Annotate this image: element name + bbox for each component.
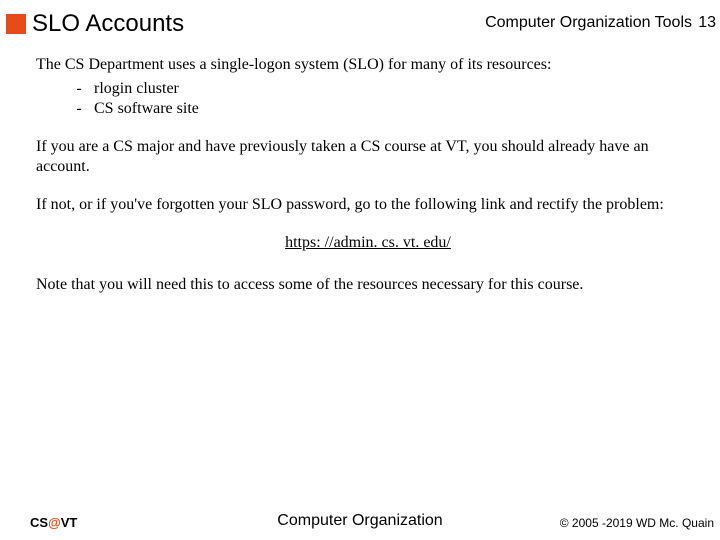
header: SLO Accounts Computer Organization Tools… (0, 8, 720, 48)
slo-admin-link[interactable]: https: //admin. cs. vt. edu/ (285, 234, 451, 251)
paragraph: If you are a CS major and have previousl… (36, 137, 700, 177)
dash-icon: - (74, 79, 84, 99)
page-number: 13 (698, 14, 716, 32)
list-item: - rlogin cluster (74, 79, 700, 99)
slide: SLO Accounts Computer Organization Tools… (0, 0, 720, 540)
footer-copyright: © 2005 -2019 WD Mc. Quain (560, 516, 714, 530)
paragraph: If not, or if you've forgotten your SLO … (36, 195, 700, 215)
content-area: The CS Department uses a single-logon sy… (36, 55, 700, 313)
footer: CS@VT Computer Organization © 2005 -2019… (0, 506, 720, 530)
paragraph: Note that you will need this to access s… (36, 275, 700, 295)
footer-left: CS@VT (30, 515, 77, 530)
bullet-list: - rlogin cluster - CS software site (74, 79, 700, 119)
bullet-text: CS software site (94, 99, 199, 119)
link-line: https: //admin. cs. vt. edu/ (36, 233, 700, 253)
course-label: Computer Organization Tools (485, 14, 692, 32)
slide-title: SLO Accounts (32, 10, 184, 38)
dash-icon: - (74, 99, 84, 119)
accent-square-icon (6, 14, 26, 34)
footer-at: @ (48, 515, 61, 530)
footer-vt: VT (61, 515, 78, 530)
intro-text: The CS Department uses a single-logon sy… (36, 55, 700, 75)
list-item: - CS software site (74, 99, 700, 119)
footer-center: Computer Organization (277, 512, 442, 530)
footer-cs: CS (30, 515, 48, 530)
bullet-text: rlogin cluster (94, 79, 179, 99)
